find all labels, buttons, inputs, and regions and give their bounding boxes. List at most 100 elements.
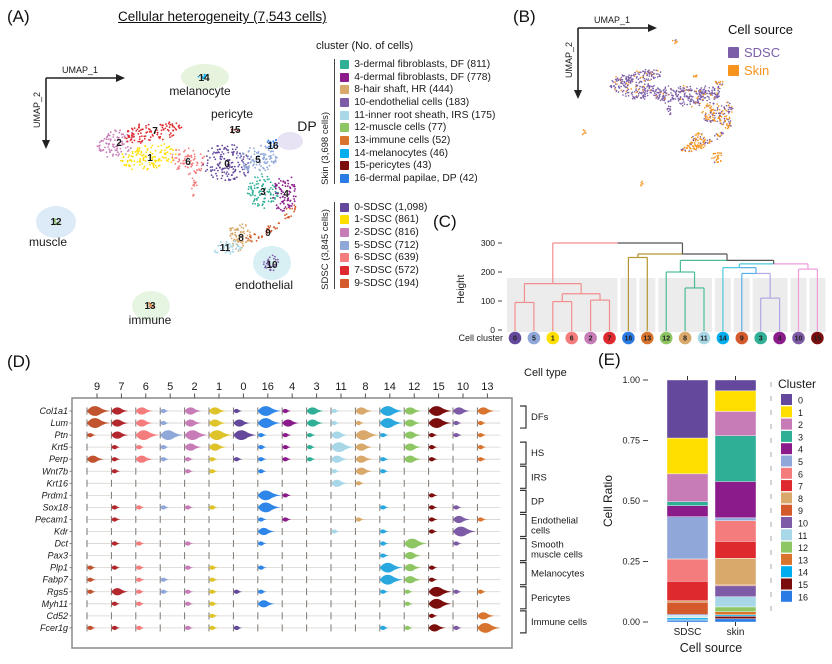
dot — [223, 148, 225, 151]
dot — [223, 246, 226, 249]
leaf-circle — [697, 331, 711, 345]
dot — [234, 148, 237, 151]
dot — [267, 168, 269, 171]
dot — [669, 105, 672, 108]
dot — [130, 160, 133, 163]
dot — [268, 256, 271, 259]
cell-source-legend: Cell source SDSC Skin — [728, 22, 793, 79]
legend-swatch — [781, 504, 792, 516]
cluster-number: 0 — [224, 159, 230, 170]
dot — [192, 158, 195, 161]
dot — [721, 131, 723, 134]
dot — [667, 85, 670, 87]
dot — [633, 74, 635, 77]
dot — [267, 200, 270, 203]
violin — [428, 432, 438, 438]
dot — [229, 253, 232, 255]
dot — [262, 188, 265, 191]
dot — [121, 142, 124, 145]
dot — [270, 200, 273, 202]
dot — [717, 89, 719, 92]
dot — [117, 154, 119, 157]
violin — [87, 432, 96, 438]
gene-label: Prdm1 — [41, 490, 68, 500]
cluster-number: 2 — [116, 138, 122, 149]
violin — [233, 457, 243, 462]
dot — [159, 135, 162, 138]
dot — [112, 153, 114, 156]
dot — [176, 168, 179, 171]
dot — [278, 178, 280, 180]
dot — [716, 120, 719, 123]
dot — [625, 77, 628, 79]
legend-swatch — [340, 240, 350, 250]
violin — [379, 589, 389, 594]
violin — [404, 431, 422, 439]
dot — [237, 241, 239, 244]
dot — [689, 89, 691, 92]
violin — [428, 457, 438, 462]
dot — [193, 155, 196, 158]
dot — [124, 137, 126, 139]
dot — [640, 97, 643, 99]
dot — [656, 87, 659, 89]
dot — [145, 131, 148, 134]
dot — [272, 140, 275, 143]
bracket-label: Smooth — [531, 540, 564, 551]
violin — [477, 517, 487, 522]
dot — [248, 192, 251, 195]
dot — [287, 199, 289, 202]
dot — [153, 166, 155, 169]
violin — [331, 442, 354, 453]
dot — [630, 88, 632, 90]
dot — [258, 160, 261, 163]
leaf-circle — [735, 331, 749, 345]
violin — [135, 455, 153, 463]
dot — [700, 147, 703, 150]
dot — [268, 164, 271, 167]
dot — [719, 122, 722, 125]
dot — [703, 118, 705, 120]
bar-segment — [714, 618, 757, 623]
dot — [293, 190, 296, 192]
dot — [235, 234, 237, 237]
dot — [273, 226, 276, 229]
violin — [184, 625, 194, 631]
dot — [215, 167, 218, 170]
violin — [184, 457, 194, 462]
dot — [714, 135, 716, 137]
bar-segment — [666, 600, 709, 603]
dot — [245, 163, 247, 166]
dot — [656, 96, 659, 98]
dot — [665, 94, 667, 96]
dot — [698, 145, 701, 147]
violin — [355, 420, 365, 426]
dot — [99, 144, 101, 147]
dot — [708, 142, 710, 144]
dot — [732, 107, 734, 110]
dot — [686, 86, 689, 88]
dot — [184, 155, 187, 158]
dot — [283, 193, 286, 196]
dot — [194, 157, 196, 160]
dot — [671, 94, 674, 97]
dot — [269, 150, 272, 153]
dot — [171, 153, 174, 156]
cell-source-label: SDSC — [744, 44, 781, 60]
dot — [582, 129, 585, 131]
dot — [267, 149, 270, 152]
dot — [268, 155, 270, 158]
dot — [679, 85, 682, 88]
dot — [644, 87, 647, 90]
dot — [127, 136, 130, 139]
dot — [165, 123, 167, 126]
dot — [148, 139, 150, 141]
legend-swatch — [340, 202, 350, 212]
dot — [643, 79, 646, 82]
dot — [136, 148, 139, 151]
dot — [628, 74, 630, 76]
dot — [645, 78, 648, 80]
dot — [636, 76, 638, 78]
dot — [269, 158, 271, 161]
dot — [684, 92, 686, 94]
